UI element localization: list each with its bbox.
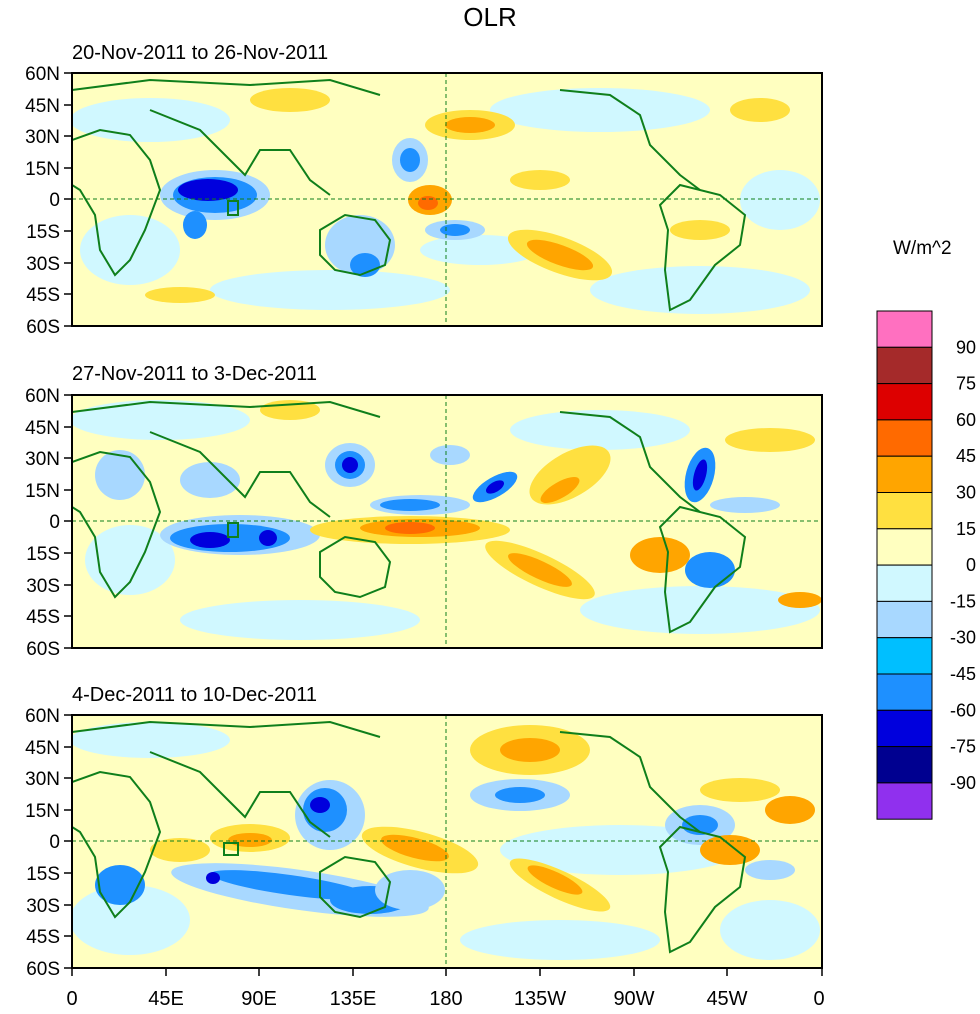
lon-label-180: 180 xyxy=(429,988,463,1010)
lon-label-135E: 135E xyxy=(329,988,377,1010)
colorbar-label: -90 xyxy=(950,773,976,793)
colorbar-label: -45 xyxy=(950,664,976,684)
colorbar-swatch xyxy=(876,600,933,639)
panel-3-lat-30S: 30S xyxy=(26,896,60,917)
panel-2-title: 27-Nov-2011 to 3-Dec-2011 xyxy=(72,363,317,385)
panel-3-lat-15N: 15N xyxy=(25,801,60,822)
panel-2-lat-30S: 30S xyxy=(26,576,60,597)
panel-1-lat-15S: 15S xyxy=(26,222,60,243)
panel-1-lat-45S: 45S xyxy=(26,285,60,306)
colorbar-label: -60 xyxy=(950,700,976,720)
panel-1-lat-60N: 60N xyxy=(25,64,60,85)
colorbar-label: -15 xyxy=(950,591,976,611)
colorbar-label: 0 xyxy=(966,555,976,575)
colorbar-label: -75 xyxy=(950,737,976,757)
panel-3-lat-ticks xyxy=(64,714,72,969)
panel-1-lat-30S: 30S xyxy=(26,254,60,275)
colorbar-label: -30 xyxy=(950,628,976,648)
panel-1-lat-30N: 30N xyxy=(25,127,60,148)
colorbar: 90 75 60 45 30 15 0 -15 -30 -45 -60 -75 -90 xyxy=(876,310,976,820)
panel-2-lat-30N: 30N xyxy=(25,449,60,470)
colorbar-swatch xyxy=(876,383,933,421)
panel-3-lat-45N: 45N xyxy=(25,738,60,759)
colorbar-label: 75 xyxy=(956,374,976,394)
panel-3-lat-30N: 30N xyxy=(25,769,60,790)
colorbar-swatch xyxy=(876,746,933,784)
panel-3-lat-60S: 60S xyxy=(26,959,60,980)
panel-2-lat-60S: 60S xyxy=(26,639,60,660)
colorbar-swatch xyxy=(876,419,933,457)
colorbar-swatch xyxy=(876,492,933,530)
panel-2-lat-ticks xyxy=(64,394,72,649)
colorbar-swatch xyxy=(876,782,933,820)
panel-1-title: 20-Nov-2011 to 26-Nov-2011 xyxy=(72,42,329,64)
panel-1-lat-ticks xyxy=(64,72,72,327)
panel-3-lat-15S: 15S xyxy=(26,864,60,885)
panel-1-lat-15N: 15N xyxy=(25,159,60,180)
panel-1-lat-60S: 60S xyxy=(26,317,60,338)
colorbar-swatch xyxy=(876,455,933,493)
colorbar-swatch xyxy=(876,637,933,675)
lon-label-135W: 135W xyxy=(513,988,567,1010)
panel-3-lat-60N: 60N xyxy=(25,706,60,727)
colorbar-swatch xyxy=(876,673,933,711)
colorbar-label: 90 xyxy=(956,337,976,357)
panel-2-lat-0: 0 xyxy=(49,512,60,533)
panel-3-title: 4-Dec-2011 to 10-Dec-2011 xyxy=(72,684,317,706)
panel-2-lat-15N: 15N xyxy=(25,481,60,502)
panel-3-lat-0: 0 xyxy=(49,832,60,853)
panel-3-lat-45S: 45S xyxy=(26,927,60,948)
panel-2-lat-15S: 15S xyxy=(26,544,60,565)
figure-title: OLR xyxy=(463,2,517,32)
panel-1-lat-45N: 45N xyxy=(25,96,60,117)
colorbar-units: W/m^2 xyxy=(893,238,952,259)
colorbar-swatch xyxy=(876,528,933,566)
lon-label-90E: 90E xyxy=(241,988,277,1010)
colorbar-label: 45 xyxy=(956,446,976,466)
colorbar-swatch xyxy=(876,709,933,748)
panel-1-lat-0: 0 xyxy=(49,190,60,211)
panel-2-lat-45S: 45S xyxy=(26,607,60,628)
lon-label-45W: 45W xyxy=(706,988,748,1010)
colorbar-swatch xyxy=(876,346,933,385)
lon-label-45E: 45E xyxy=(148,988,184,1010)
lon-label-0: 0 xyxy=(66,988,78,1010)
colorbar-label: 15 xyxy=(956,519,976,539)
panel-2-map: 60N 45N 30N 15N 0 15S 30S 45S 60S xyxy=(25,386,823,660)
panel-3-map: 60N 45N 30N 15N 0 15S 30S 45S 60S xyxy=(25,706,823,980)
lon-label-0-end: 0 xyxy=(813,988,825,1010)
colorbar-swatch xyxy=(876,564,933,602)
panel-2-lat-45N: 45N xyxy=(25,418,60,439)
colorbar-swatch xyxy=(876,310,933,348)
lon-label-90W: 90W xyxy=(613,988,655,1010)
colorbar-label: 60 xyxy=(956,410,976,430)
colorbar-label: 30 xyxy=(956,483,976,503)
panel-3-lon-ticks xyxy=(71,968,823,976)
panel-2-lat-60N: 60N xyxy=(25,386,60,407)
panel-1-map: 60N 45N 30N 15N 0 15S 30S 45S 60S xyxy=(25,64,823,338)
